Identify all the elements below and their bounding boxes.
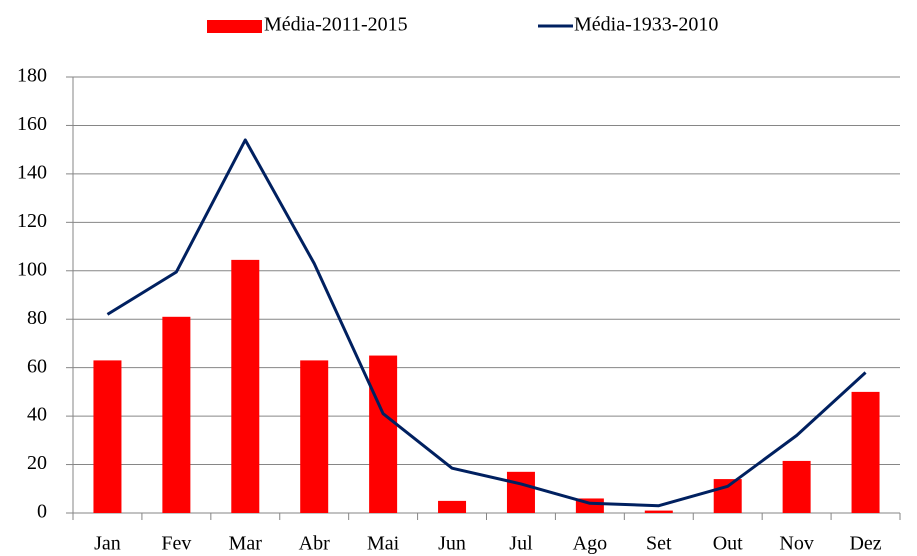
bar xyxy=(162,316,191,513)
x-tick-label: Jan xyxy=(94,533,121,555)
x-tick-label: Jun xyxy=(438,533,466,555)
x-tick-label: Fev xyxy=(161,533,191,555)
legend-swatch xyxy=(207,20,262,33)
bar xyxy=(438,500,467,513)
x-tick-label: Abr xyxy=(299,533,330,555)
legend-label: Média-2011-2015 xyxy=(264,14,408,36)
x-tick-label: Ago xyxy=(573,533,607,555)
bar xyxy=(93,360,122,513)
y-tick-label: 180 xyxy=(17,65,47,87)
x-tick-label: Out xyxy=(713,533,743,555)
x-tick-label: Dez xyxy=(849,533,881,555)
line xyxy=(106,138,867,508)
x-tick-label: Jul xyxy=(509,533,533,555)
y-tick-label: 120 xyxy=(17,210,47,232)
bar xyxy=(851,391,880,513)
bar xyxy=(300,360,329,513)
legend-label: Média-1933-2010 xyxy=(574,14,718,36)
x-tick-label: Mar xyxy=(229,533,263,555)
y-tick-label: 100 xyxy=(17,258,47,280)
bar xyxy=(713,479,742,513)
bar xyxy=(369,355,398,513)
y-tick-label: 80 xyxy=(27,307,47,329)
bar xyxy=(644,510,673,513)
y-tick-label: 140 xyxy=(17,161,47,183)
y-tick-label: 0 xyxy=(37,501,47,523)
y-tick-label: 40 xyxy=(27,404,47,426)
y-tick-label: 20 xyxy=(27,452,47,474)
x-tick-label: Set xyxy=(646,533,672,555)
x-tick-label: Nov xyxy=(779,533,813,555)
y-tick-label: 60 xyxy=(27,355,47,377)
bar xyxy=(231,259,260,513)
bar xyxy=(782,460,811,513)
y-tick-label: 160 xyxy=(17,113,47,135)
x-tick-label: Mai xyxy=(367,533,400,555)
bar xyxy=(506,471,535,513)
